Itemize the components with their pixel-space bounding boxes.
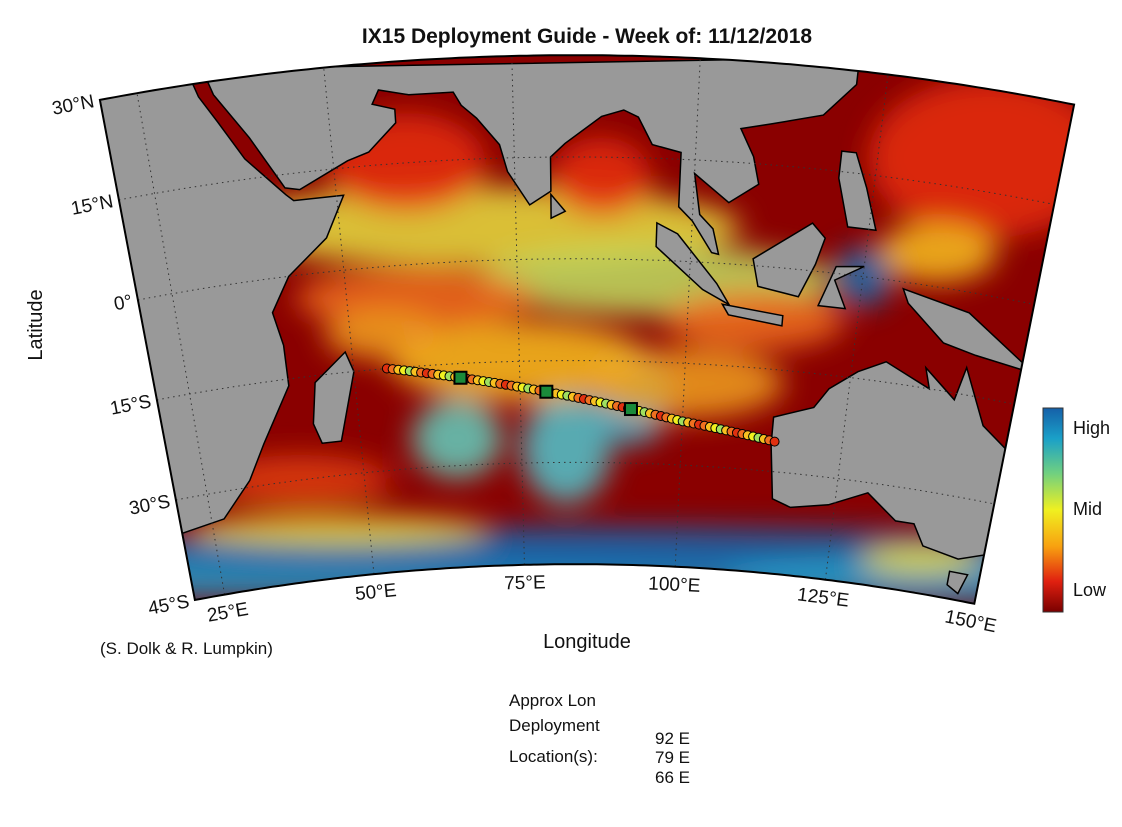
landmass bbox=[946, 570, 969, 595]
meridian bbox=[824, 74, 889, 580]
lon-tick-label: 125°E bbox=[796, 584, 850, 611]
credit: (S. Dolk & R. Lumpkin) bbox=[100, 639, 273, 658]
landmass bbox=[838, 150, 877, 232]
map-title: IX15 Deployment Guide - Week of: 11/12/2… bbox=[362, 25, 812, 48]
lat-tick-label: 0° bbox=[112, 291, 134, 315]
deployment-location: 79 E bbox=[655, 748, 690, 767]
lon-tick-label: 25°E bbox=[206, 599, 250, 627]
meridian bbox=[136, 93, 226, 595]
deployment-marker bbox=[539, 384, 554, 399]
map-frame bbox=[98, 54, 1076, 605]
field-blob bbox=[584, 348, 785, 419]
meridian bbox=[674, 58, 701, 567]
meridian bbox=[323, 67, 375, 575]
deployment-location: 66 E bbox=[655, 768, 690, 787]
deployment-heading: Location(s): bbox=[509, 747, 598, 766]
field-blob bbox=[832, 246, 893, 307]
landmass bbox=[720, 303, 784, 327]
lat-tick-label: 30°S bbox=[127, 491, 172, 519]
lon-tick-label: 50°E bbox=[354, 580, 397, 605]
colorbar-label: Mid bbox=[1073, 499, 1102, 519]
field-blob bbox=[876, 222, 997, 283]
deployment-heading: Approx Lon bbox=[509, 691, 596, 710]
lon-tick-label: 75°E bbox=[504, 572, 546, 594]
x-axis-label: Longitude bbox=[543, 631, 631, 653]
parallel bbox=[156, 360, 1015, 405]
field-blob bbox=[412, 398, 503, 479]
landmass bbox=[816, 265, 865, 310]
landmass bbox=[550, 192, 567, 220]
y-axis-label: Latitude bbox=[25, 289, 47, 360]
deployment-location: 92 E bbox=[655, 729, 690, 748]
field-blob bbox=[188, 515, 489, 546]
field-blob bbox=[550, 137, 651, 218]
lat-tick-label: 30°N bbox=[50, 91, 96, 120]
lat-tick-label: 45°S bbox=[146, 591, 191, 619]
colorbar-label: High bbox=[1073, 418, 1110, 438]
lat-tick-label: 15°S bbox=[108, 391, 153, 419]
field-blob bbox=[324, 309, 445, 360]
landmass bbox=[752, 222, 827, 298]
landmass bbox=[655, 221, 732, 307]
track-point bbox=[769, 436, 780, 447]
landmass bbox=[200, 56, 861, 256]
deployment-marker bbox=[623, 402, 638, 417]
colorbar-label: Low bbox=[1073, 580, 1107, 600]
landmass bbox=[902, 287, 1035, 375]
lat-tick-label: 15°N bbox=[69, 191, 115, 220]
lon-tick-label: 100°E bbox=[648, 573, 701, 597]
lon-tick-label: 150°E bbox=[943, 606, 998, 637]
meridian bbox=[511, 55, 525, 565]
colorbar bbox=[1042, 407, 1064, 613]
deployment-marker bbox=[453, 370, 468, 385]
field-blob bbox=[521, 393, 612, 504]
deployment-heading: Deployment bbox=[509, 716, 600, 735]
field-blob bbox=[868, 77, 1075, 238]
landmass bbox=[312, 350, 355, 445]
ship-track bbox=[381, 363, 780, 447]
